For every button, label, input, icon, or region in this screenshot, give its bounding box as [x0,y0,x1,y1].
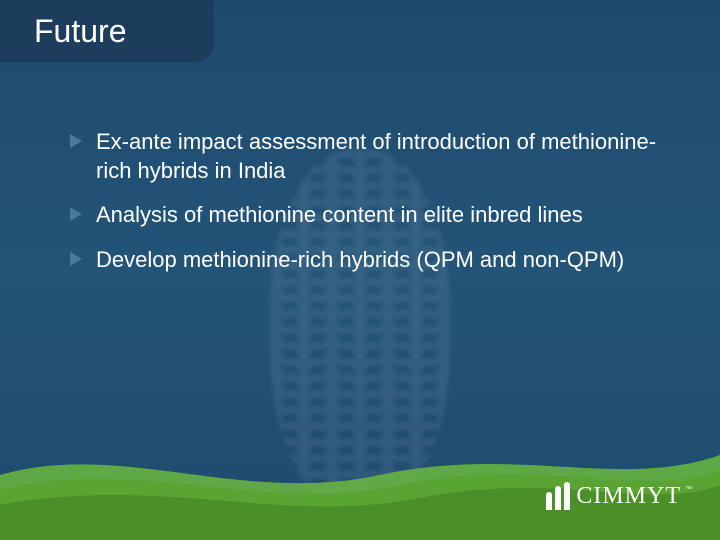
bullet-list: Ex-ante impact assessment of introductio… [70,128,680,290]
footer-wave [0,420,720,540]
slide: Future Ex-ante impact assessment of intr… [0,0,720,540]
triangle-bullet-icon [70,252,82,266]
triangle-bullet-icon [70,207,82,221]
triangle-bullet-icon [70,134,82,148]
bullet-text: Analysis of methionine content in elite … [96,202,583,227]
list-item: Analysis of methionine content in elite … [70,201,680,230]
slide-title: Future [34,13,126,50]
cimmyt-logo: CIMMYT ™ [546,482,692,510]
title-box: Future [0,0,214,62]
list-item: Ex-ante impact assessment of introductio… [70,128,680,185]
logo-text: CIMMYT [576,483,681,510]
logo-bars-icon [546,482,570,510]
bullet-text: Develop methionine-rich hybrids (QPM and… [96,247,624,272]
list-item: Develop methionine-rich hybrids (QPM and… [70,246,680,275]
bullet-text: Ex-ante impact assessment of introductio… [96,129,656,183]
logo-trademark: ™ [685,486,692,493]
